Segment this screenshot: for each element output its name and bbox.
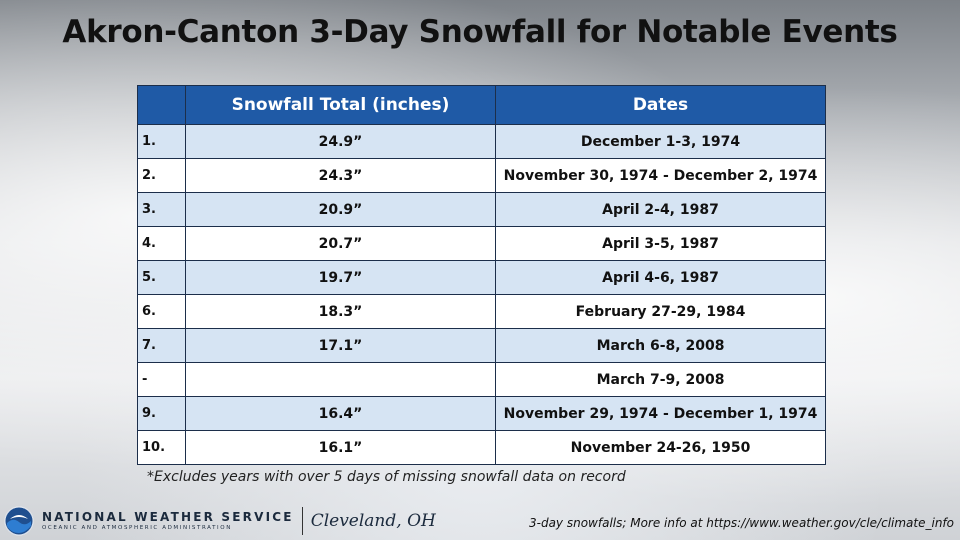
table-row: 7. 17.1” March 6-8, 2008 xyxy=(137,328,826,363)
total-cell: 24.9” xyxy=(185,124,496,159)
total-cell xyxy=(185,362,496,397)
rank-cell: 4. xyxy=(137,226,186,261)
dates-cell: November 30, 1974 - December 2, 1974 xyxy=(495,158,826,193)
total-cell: 17.1” xyxy=(185,328,496,363)
dates-cell: November 29, 1974 - December 1, 1974 xyxy=(495,396,826,431)
total-cell: 16.4” xyxy=(185,396,496,431)
table-row: 4. 20.7” April 3-5, 1987 xyxy=(137,226,826,261)
table-row: 9. 16.4” November 29, 1974 - December 1,… xyxy=(137,396,826,431)
dates-cell: March 7-9, 2008 xyxy=(495,362,826,397)
rank-cell: 2. xyxy=(137,158,186,193)
dates-cell: April 3-5, 1987 xyxy=(495,226,826,261)
dates-cell: April 4-6, 1987 xyxy=(495,260,826,295)
dates-cell: February 27-29, 1984 xyxy=(495,294,826,329)
header-dates: Dates xyxy=(495,85,826,125)
rank-cell: 10. xyxy=(137,430,186,465)
table-row: 2. 24.3” November 30, 1974 - December 2,… xyxy=(137,158,826,193)
nws-footer-logo: NATIONAL WEATHER SERVICE OCEANIC AND ATM… xyxy=(4,506,436,536)
total-cell: 16.1” xyxy=(185,430,496,465)
nws-text-block: NATIONAL WEATHER SERVICE OCEANIC AND ATM… xyxy=(42,509,294,532)
table-row: 3. 20.9” April 2-4, 1987 xyxy=(137,192,826,227)
table-row: 1. 24.9” December 1-3, 1974 xyxy=(137,124,826,159)
snowfall-table: Snowfall Total (inches) Dates 1. 24.9” D… xyxy=(137,85,826,465)
page-title: Akron-Canton 3-Day Snowfall for Notable … xyxy=(62,14,898,50)
rank-cell: 6. xyxy=(137,294,186,329)
total-cell: 19.7” xyxy=(185,260,496,295)
agency-name: NATIONAL WEATHER SERVICE xyxy=(42,509,294,524)
rank-cell: 5. xyxy=(137,260,186,295)
dates-cell: March 6-8, 2008 xyxy=(495,328,826,363)
total-cell: 24.3” xyxy=(185,158,496,193)
table-header-row: Snowfall Total (inches) Dates xyxy=(137,85,826,125)
header-rank xyxy=(137,85,186,125)
table-row: 10. 16.1” November 24-26, 1950 xyxy=(137,430,826,465)
table-row: 5. 19.7” April 4-6, 1987 xyxy=(137,260,826,295)
header-snowfall-total: Snowfall Total (inches) xyxy=(185,85,496,125)
rank-cell: 3. xyxy=(137,192,186,227)
agency-subtitle: OCEANIC AND ATMOSPHERIC ADMINISTRATION xyxy=(42,524,232,531)
office-name: Cleveland, OH xyxy=(310,511,436,531)
total-cell: 20.9” xyxy=(185,192,496,227)
logo-divider xyxy=(301,507,303,535)
footnote: *Excludes years with over 5 days of miss… xyxy=(147,469,626,485)
table-row: - March 7-9, 2008 xyxy=(137,362,826,397)
total-cell: 18.3” xyxy=(185,294,496,329)
more-info-text: 3-day snowfalls; More info at https://ww… xyxy=(529,516,954,530)
rank-cell: 7. xyxy=(137,328,186,363)
total-cell: 20.7” xyxy=(185,226,496,261)
noaa-logo-icon xyxy=(4,506,34,536)
rank-cell: 9. xyxy=(137,396,186,431)
dates-cell: April 2-4, 1987 xyxy=(495,192,826,227)
rank-cell: 1. xyxy=(137,124,186,159)
dates-cell: December 1-3, 1974 xyxy=(495,124,826,159)
dates-cell: November 24-26, 1950 xyxy=(495,430,826,465)
rank-cell: - xyxy=(137,362,186,397)
table-row: 6. 18.3” February 27-29, 1984 xyxy=(137,294,826,329)
